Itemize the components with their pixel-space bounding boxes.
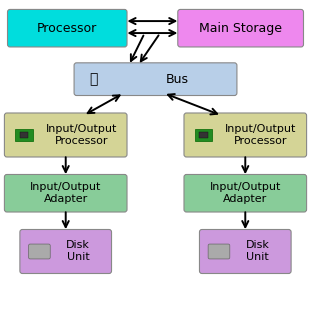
Text: Input/Output
Processor: Input/Output Processor — [225, 124, 296, 146]
Text: 🚌: 🚌 — [89, 72, 98, 86]
Text: Input/Output
Processor: Input/Output Processor — [45, 124, 117, 146]
FancyBboxPatch shape — [7, 9, 127, 47]
FancyBboxPatch shape — [195, 129, 212, 141]
FancyBboxPatch shape — [20, 132, 28, 138]
FancyBboxPatch shape — [208, 244, 230, 259]
FancyBboxPatch shape — [4, 113, 127, 157]
FancyBboxPatch shape — [178, 9, 304, 47]
FancyBboxPatch shape — [199, 229, 291, 274]
Text: Bus: Bus — [166, 73, 189, 86]
FancyBboxPatch shape — [15, 129, 33, 141]
Text: Processor: Processor — [37, 22, 97, 35]
Text: Input/Output
Adapter: Input/Output Adapter — [210, 182, 281, 204]
FancyBboxPatch shape — [20, 229, 112, 274]
Text: Disk
Unit: Disk Unit — [246, 240, 270, 263]
Text: Disk
Unit: Disk Unit — [66, 240, 90, 263]
FancyBboxPatch shape — [4, 175, 127, 212]
Text: Input/Output
Adapter: Input/Output Adapter — [30, 182, 101, 204]
FancyBboxPatch shape — [184, 175, 307, 212]
FancyBboxPatch shape — [184, 113, 307, 157]
FancyBboxPatch shape — [199, 132, 208, 138]
Text: Main Storage: Main Storage — [199, 22, 282, 35]
FancyBboxPatch shape — [74, 63, 237, 96]
FancyBboxPatch shape — [29, 244, 50, 259]
